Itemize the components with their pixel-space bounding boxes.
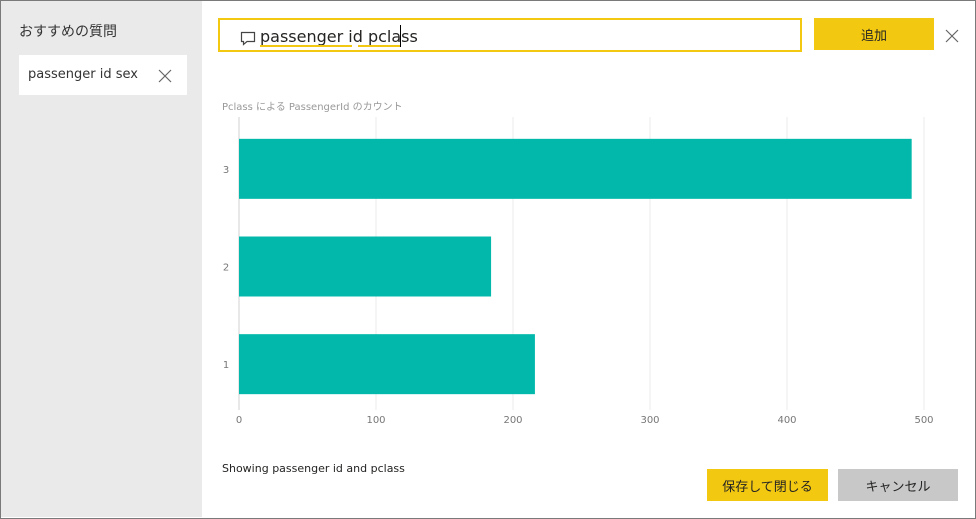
cancel-button[interactable]: キャンセル [838,469,958,501]
x-tick-label: 0 [236,415,242,426]
bar[interactable] [239,334,535,395]
status-text: Showing passenger id and pclass [222,462,405,475]
x-tick-label: 100 [366,415,385,426]
y-tick-label: 2 [223,263,229,274]
add-button[interactable]: 追加 [814,18,934,50]
sidebar-title: おすすめの質問 [19,24,117,40]
y-tick-label: 3 [223,165,229,176]
chat-bubble-icon [240,31,256,46]
suggestion-item[interactable]: passenger id sex [19,55,187,95]
chart-title: Pclass による PassengerId のカウント [222,102,403,113]
bar-chart: 0 100 200 300 400 500 3 2 1 [223,117,934,426]
save-and-close-button[interactable]: 保存して閉じる [707,469,828,501]
suggestions-sidebar: おすすめの質問 passenger id sex [1,1,202,517]
x-tick-label: 300 [640,415,659,426]
bar[interactable] [239,236,492,297]
x-tick-label: 200 [503,415,522,426]
suggestion-label: passenger id sex [28,67,138,82]
x-tick-label: 400 [777,415,796,426]
close-icon[interactable] [944,28,960,44]
y-tick-label: 1 [223,360,229,371]
term-underline [358,45,400,47]
bar[interactable] [239,138,912,199]
question-input[interactable]: passenger id pclass [218,18,802,52]
term-underline [260,45,352,47]
text-caret [400,25,401,47]
question-text: passenger id pclass [260,27,418,46]
x-tick-label: 500 [914,415,933,426]
close-icon[interactable] [157,68,173,84]
